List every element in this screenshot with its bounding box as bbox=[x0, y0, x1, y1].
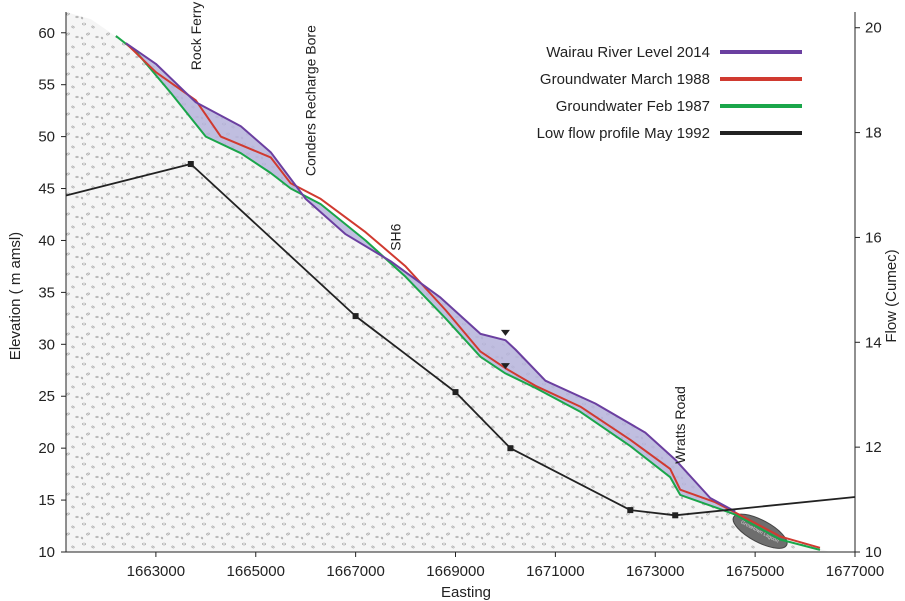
low-flow-point-marker bbox=[352, 313, 359, 320]
x-tick-label: 1663000 bbox=[127, 563, 185, 580]
y-tick-label: 40 bbox=[38, 232, 55, 249]
axes-layer: 1663000 1665000 1667000 1669000 1671000 16730… bbox=[38, 12, 884, 580]
legend-label: Wairau River Level 2014 bbox=[546, 44, 710, 61]
lagoon-shape bbox=[732, 513, 788, 549]
low-flow-point-marker bbox=[627, 507, 634, 514]
y-tick-label: 20 bbox=[38, 440, 55, 457]
y2-tick-label: 18 bbox=[865, 125, 882, 142]
location-annotation: Conders Recharge Bore bbox=[303, 25, 319, 176]
y-tick-label: 55 bbox=[38, 77, 55, 94]
x-tick-label: 1667000 bbox=[326, 563, 384, 580]
y-tick-label: 45 bbox=[38, 181, 55, 198]
y2-axis-label: Flow (Cumec) bbox=[883, 249, 900, 342]
x-tick-label: 1673000 bbox=[626, 563, 684, 580]
series-lines-layer bbox=[65, 35, 856, 551]
series-line-3 bbox=[115, 35, 821, 551]
y-tick-label: 60 bbox=[38, 25, 55, 42]
location-annotation: SH6 bbox=[388, 223, 404, 250]
y-tick-label: 25 bbox=[38, 388, 55, 405]
x-tick-label: 1665000 bbox=[227, 563, 285, 580]
low-flow-point-marker bbox=[187, 161, 194, 167]
water-level-triangle-marker bbox=[500, 363, 510, 370]
river-level-band bbox=[125, 43, 736, 515]
y-axis-label: Elevation ( m amsl) bbox=[7, 232, 24, 360]
location-annotation: Rock Ferry bbox=[188, 2, 204, 70]
x-tick-label: 1671000 bbox=[526, 563, 584, 580]
x-axis-label: Easting bbox=[441, 584, 491, 601]
markers-layer bbox=[187, 161, 679, 519]
y-tick-label: 15 bbox=[38, 492, 55, 509]
legend-label: Groundwater March 1988 bbox=[540, 71, 710, 88]
y-tick-label: 10 bbox=[38, 544, 55, 561]
legend-label: Groundwater Feb 1987 bbox=[556, 98, 710, 115]
y-tick-label: 30 bbox=[38, 336, 55, 353]
x-tick-label: 1677000 bbox=[826, 563, 884, 580]
x-tick-label: 1669000 bbox=[426, 563, 484, 580]
y-tick-label: 35 bbox=[38, 284, 55, 301]
location-annotation: Wratts Road bbox=[672, 386, 688, 464]
y2-tick-label: 14 bbox=[865, 334, 882, 351]
series-line-2 bbox=[125, 42, 821, 549]
annotations-layer: Rock Ferry Conders Recharge Bore SH6 Wratts… bbox=[188, 2, 688, 464]
chart-legend: Wairau River Level 2014 Groundwater March… bbox=[537, 44, 802, 142]
series-line-4 bbox=[65, 163, 856, 517]
series-line-1 bbox=[125, 42, 736, 513]
water-level-triangle-marker bbox=[500, 329, 510, 336]
low-flow-point-marker bbox=[452, 389, 459, 396]
x-tick-label: 1675000 bbox=[726, 563, 784, 580]
y2-tick-label: 12 bbox=[865, 439, 882, 456]
y2-tick-label: 10 bbox=[865, 544, 882, 561]
river-band-layer bbox=[125, 43, 736, 515]
low-flow-point-marker bbox=[672, 512, 679, 519]
legend-label: Low flow profile May 1992 bbox=[537, 125, 710, 142]
y2-tick-label: 16 bbox=[865, 229, 882, 246]
y2-tick-label: 20 bbox=[865, 20, 882, 37]
low-flow-point-marker bbox=[507, 445, 514, 452]
y-tick-label: 50 bbox=[38, 129, 55, 146]
